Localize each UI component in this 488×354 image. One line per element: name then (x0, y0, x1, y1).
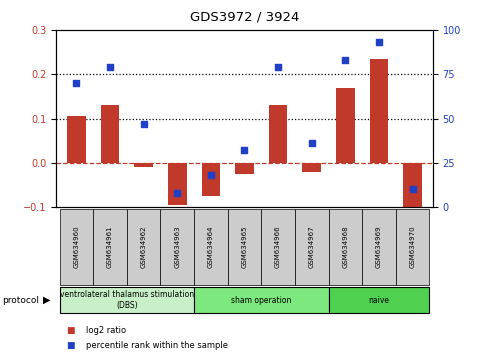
Bar (235, 163, 253, 174)
Bar (362, 209, 395, 285)
Bar (369, 59, 387, 163)
Point (307, 141, 315, 146)
Point (408, 187, 416, 192)
Text: protocol: protocol (2, 296, 40, 304)
Point (274, 64, 282, 70)
Bar (194, 209, 227, 285)
Text: GSM634967: GSM634967 (308, 225, 314, 268)
Text: GSM634962: GSM634962 (141, 225, 146, 268)
Text: GDS3972 / 3924: GDS3972 / 3924 (189, 11, 299, 24)
Point (106, 64, 114, 70)
Text: GSM634969: GSM634969 (375, 225, 381, 268)
Point (173, 190, 181, 196)
Text: ■: ■ (66, 326, 74, 336)
Text: ■: ■ (66, 341, 74, 350)
Bar (268, 105, 287, 163)
Point (72, 80, 80, 86)
Text: percentile rank within the sample: percentile rank within the sample (85, 341, 227, 350)
Bar (67, 116, 85, 163)
Text: GSM634965: GSM634965 (241, 225, 247, 268)
Bar (335, 88, 354, 163)
Bar (227, 209, 261, 285)
Text: ventrolateral thalamus stimulation
(DBS): ventrolateral thalamus stimulation (DBS) (60, 290, 194, 310)
Text: GSM634970: GSM634970 (409, 225, 415, 268)
Point (374, 40, 382, 45)
Bar (160, 209, 194, 285)
Text: log2 ratio: log2 ratio (85, 326, 125, 336)
Bar (168, 163, 186, 205)
Text: GSM634963: GSM634963 (174, 225, 180, 268)
Text: sham operation: sham operation (231, 296, 291, 304)
Text: GSM634966: GSM634966 (275, 225, 281, 268)
Point (206, 172, 214, 178)
Bar (101, 105, 119, 163)
Text: GSM634961: GSM634961 (107, 225, 113, 268)
Bar (328, 209, 362, 285)
Bar (395, 209, 428, 285)
Bar (134, 163, 153, 167)
Bar (93, 209, 126, 285)
Bar (201, 163, 220, 196)
Point (240, 148, 248, 153)
Bar (261, 209, 294, 285)
Text: GSM634968: GSM634968 (342, 225, 347, 268)
Point (341, 57, 348, 63)
Text: naive: naive (368, 296, 388, 304)
Text: ▶: ▶ (42, 295, 50, 305)
Bar (302, 163, 320, 172)
Bar (294, 209, 328, 285)
Bar (328, 287, 428, 313)
Text: GSM634964: GSM634964 (207, 225, 213, 268)
Bar (60, 287, 194, 313)
Bar (403, 163, 421, 214)
Bar (60, 209, 93, 285)
Text: GSM634960: GSM634960 (73, 225, 79, 268)
Point (140, 121, 147, 127)
Bar (126, 209, 160, 285)
Bar (194, 287, 328, 313)
